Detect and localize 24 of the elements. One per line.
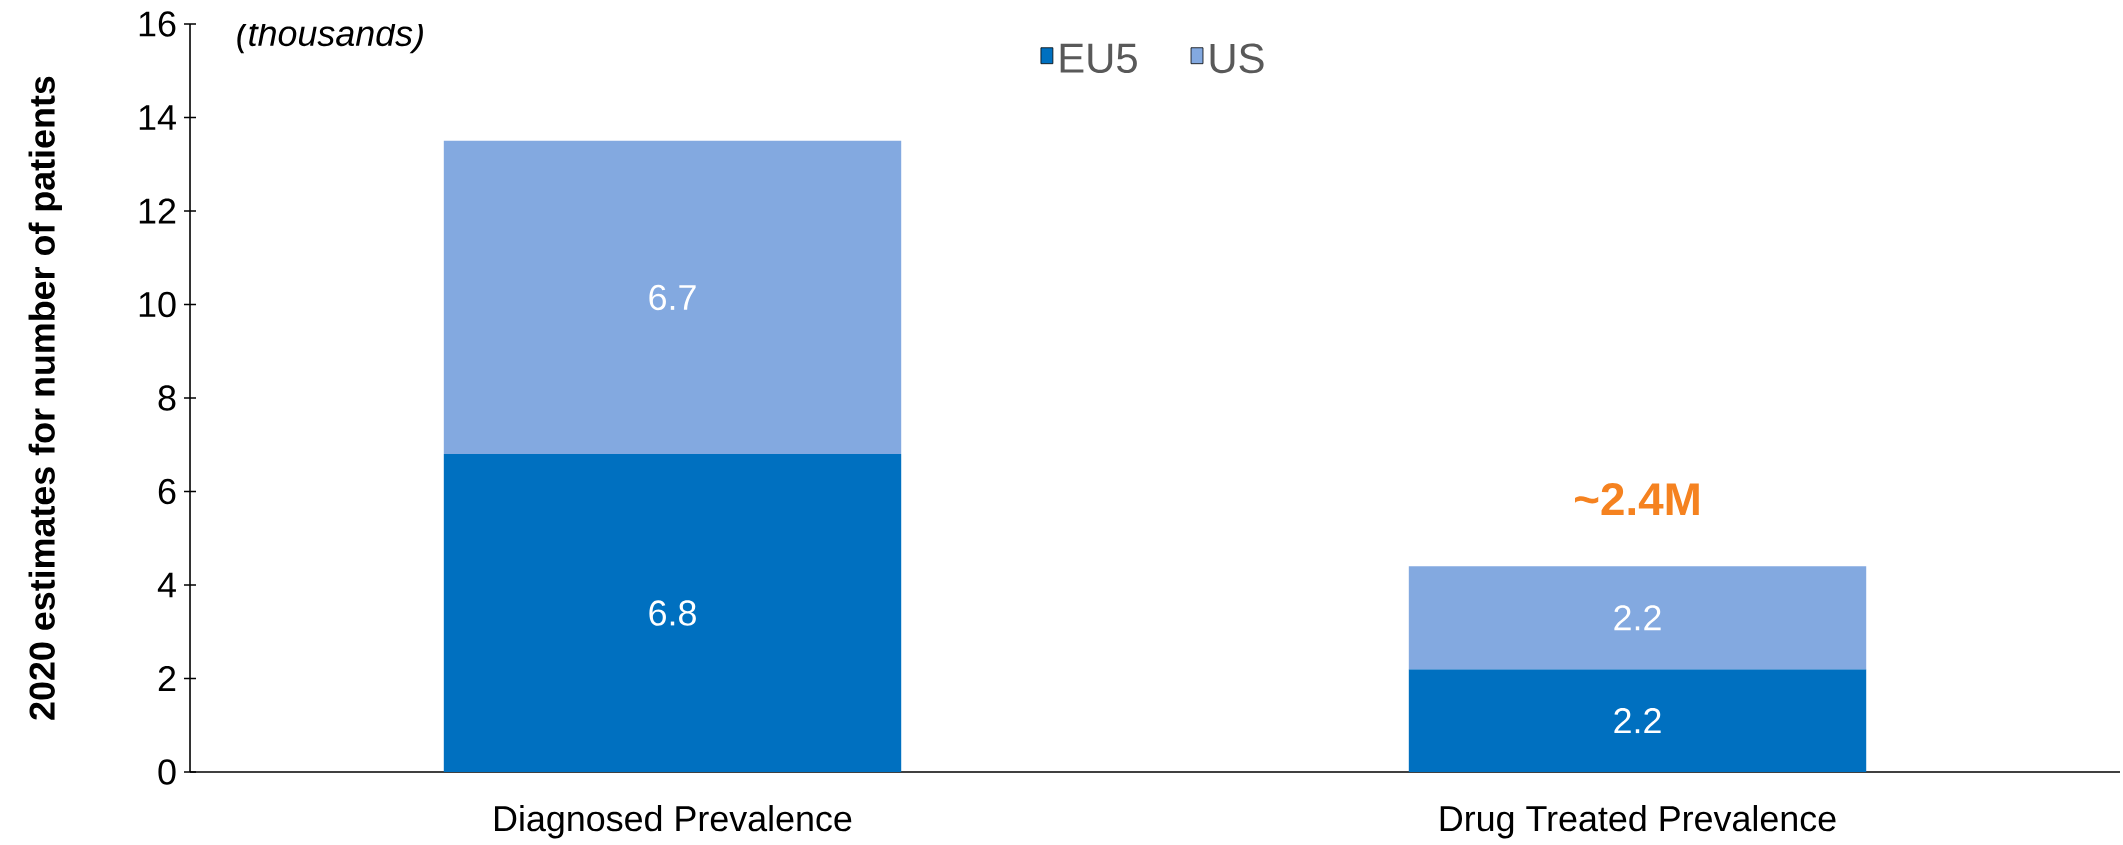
x-tick-label: Diagnosed Prevalence xyxy=(495,804,852,839)
y-axis-title: 2020 estimates for number of patients xyxy=(28,76,62,720)
bar xyxy=(443,454,902,772)
data-label: 6.8 xyxy=(649,600,696,626)
bar xyxy=(1408,566,1867,670)
y-tick-label: 2 xyxy=(158,665,176,691)
legend-label: US xyxy=(1210,43,1264,74)
y-tick-label: 12 xyxy=(139,198,176,224)
bar xyxy=(443,140,902,455)
y-tick-label: 4 xyxy=(157,572,176,598)
bar xyxy=(1408,669,1867,772)
y-tick-label: 16 xyxy=(139,11,176,37)
annotation: ~2.4M xyxy=(1575,482,1699,515)
y-tick-label: 6 xyxy=(158,478,176,505)
annotation: (thousands) xyxy=(237,19,423,54)
legend-label: EU5 xyxy=(1060,43,1137,73)
x-tick-label: Drug Treated Prevalence xyxy=(1440,804,1836,839)
data-label: 2.2 xyxy=(1614,605,1661,631)
y-tick-label: 10 xyxy=(139,291,176,318)
y-tick-label: 8 xyxy=(158,385,176,411)
data-label: 6.7 xyxy=(649,284,696,311)
data-label: 2.2 xyxy=(1614,707,1661,734)
y-tick-label: 0 xyxy=(158,759,176,785)
y-tick-label: 14 xyxy=(139,105,176,130)
